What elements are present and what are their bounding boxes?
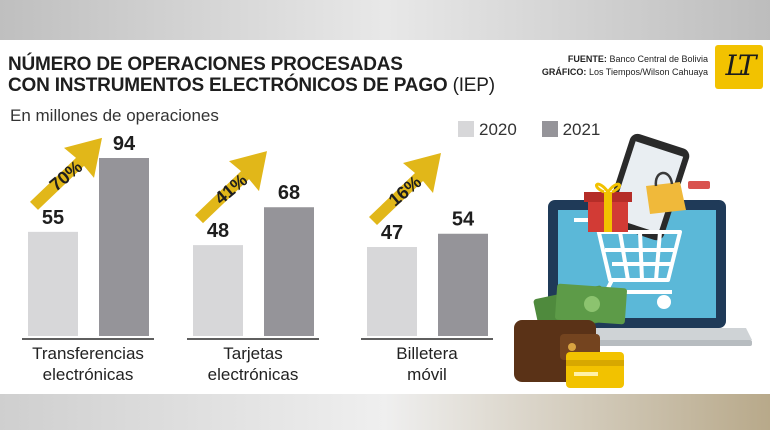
value-label-2021-2: 68 — [278, 182, 300, 204]
title-line-1: NÚMERO DE OPERACIONES PROCESADAS — [8, 54, 403, 75]
bar-2020-3 — [367, 247, 417, 336]
value-label-2020-2: 48 — [207, 220, 229, 242]
graphic-label: GRÁFICO: — [541, 67, 587, 77]
legend-swatch-2021 — [541, 121, 558, 137]
category-label-2-line2: electrónicas — [208, 365, 299, 384]
value-label-2020-1: 55 — [42, 207, 64, 229]
value-label-2021-3: 54 — [452, 209, 475, 231]
category-label-3-line2: móvil — [407, 365, 447, 384]
background-bottom-strip — [0, 394, 770, 430]
ecommerce-illustration — [514, 133, 752, 388]
value-label-2020-3: 47 — [381, 222, 403, 244]
growth-arrow-1 — [30, 137, 102, 210]
title-line-2: CON INSTRUMENTOS ELECTRÓNICOS DE PAGO — [8, 75, 448, 96]
category-label-1-line1: Transferencias — [32, 344, 144, 363]
logo-text: LT — [725, 49, 757, 82]
gift-icon — [584, 182, 632, 232]
legend-label-2020: 2020 — [479, 120, 517, 139]
bar-2021-1 — [99, 158, 149, 336]
y-axis-label: En millones de operaciones — [10, 106, 219, 125]
category-label-1-line2: electrónicas — [43, 365, 134, 384]
value-label-2021-1: 94 — [113, 133, 136, 155]
legend-item-2021: 2021 — [541, 120, 601, 139]
growth-arrow-2 — [195, 151, 267, 224]
title-suffix: (IEP) — [452, 75, 495, 96]
legend-label-2021: 2021 — [562, 120, 601, 139]
graphic-value: Los Tiempos/Wilson Cahuaya — [588, 67, 708, 77]
notification-badge — [688, 181, 710, 189]
bar-2021-3 — [438, 233, 488, 336]
shopping-bag-icon — [646, 171, 686, 214]
background-top-strip — [0, 0, 770, 40]
cart-wheel — [657, 295, 671, 309]
source-label: FUENTE: — [567, 54, 607, 64]
lt-logo: LT — [715, 45, 763, 89]
bar-2021-2 — [264, 207, 314, 336]
legend-swatch-2020 — [458, 121, 474, 137]
bar-2020-1 — [28, 231, 78, 336]
credit-card-icon — [566, 352, 624, 388]
category-label-3-line1: Billetera — [396, 344, 458, 363]
bar-2020-2 — [193, 245, 243, 336]
category-label-2-line1: Tarjetas — [223, 344, 283, 363]
bars-layer: 559470%Transferenciaselectrónicas486841%… — [22, 133, 493, 384]
legend-item-2020: 2020 — [458, 120, 517, 139]
growth-arrow-3 — [369, 153, 441, 225]
legend: 2020 2021 — [458, 120, 620, 140]
chart-title: NÚMERO DE OPERACIONES PROCESADAS CON INS… — [8, 54, 528, 96]
source-value: Banco Central de Bolivia — [609, 54, 708, 64]
credits: FUENTE: Banco Central de Bolivia GRÁFICO… — [542, 53, 708, 79]
